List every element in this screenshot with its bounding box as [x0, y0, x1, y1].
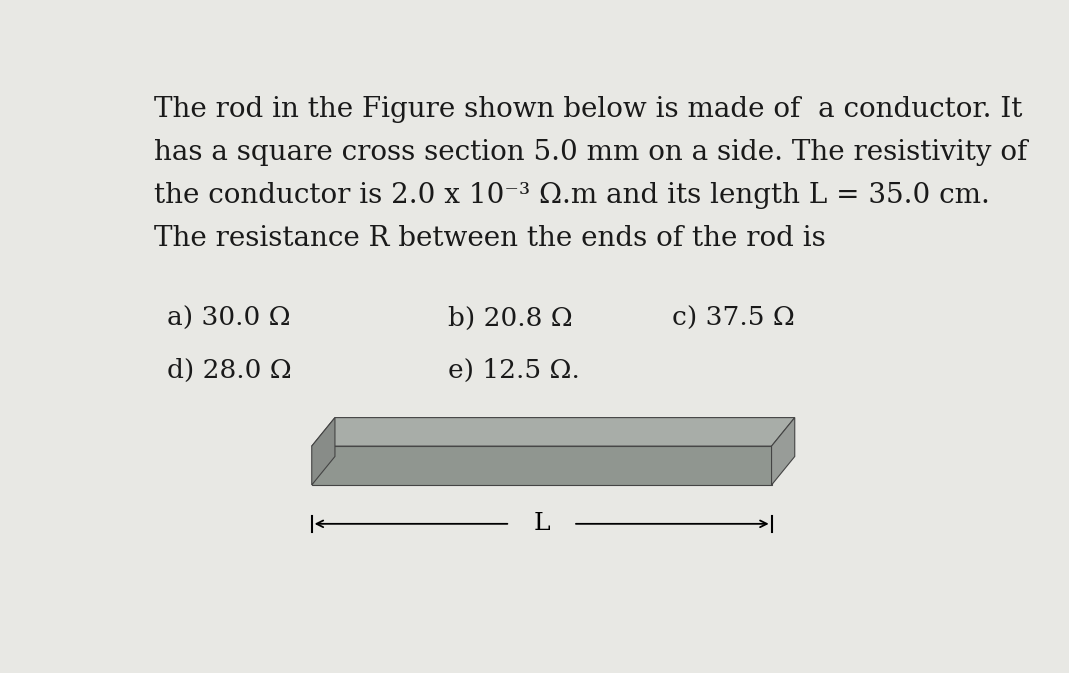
Text: The rod in the Figure shown below is made of  a conductor. It: The rod in the Figure shown below is mad… [154, 96, 1023, 123]
Text: the conductor is 2.0 x 10⁻³ Ω.m and its length L = 35.0 cm.: the conductor is 2.0 x 10⁻³ Ω.m and its … [154, 182, 990, 209]
Polygon shape [312, 417, 794, 446]
Text: L: L [533, 512, 549, 535]
Text: c) 37.5 Ω: c) 37.5 Ω [672, 306, 795, 331]
Text: a) 30.0 Ω: a) 30.0 Ω [167, 306, 291, 331]
Text: e) 12.5 Ω.: e) 12.5 Ω. [449, 358, 580, 383]
Text: b) 20.8 Ω: b) 20.8 Ω [449, 306, 573, 331]
Polygon shape [772, 417, 794, 485]
Text: has a square cross section 5.0 mm on a side. The resistivity of: has a square cross section 5.0 mm on a s… [154, 139, 1027, 166]
Polygon shape [312, 446, 772, 485]
Polygon shape [312, 417, 335, 485]
Text: d) 28.0 Ω: d) 28.0 Ω [167, 358, 292, 383]
Text: The resistance R between the ends of the rod is: The resistance R between the ends of the… [154, 225, 826, 252]
